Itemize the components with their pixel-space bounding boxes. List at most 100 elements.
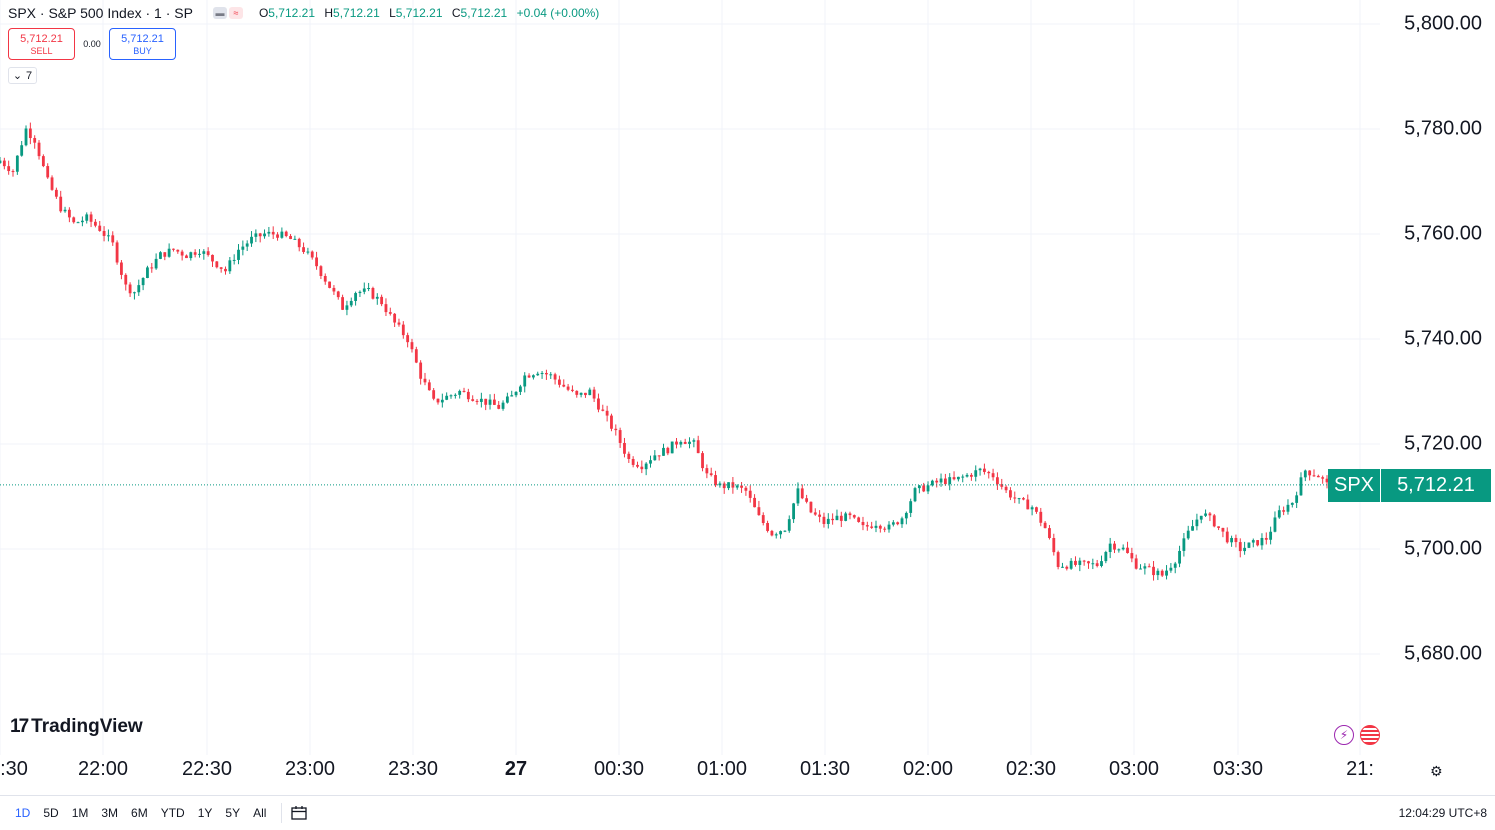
candle-body (848, 513, 852, 516)
candle-body (202, 251, 206, 254)
candle-body (735, 485, 739, 488)
candle-body (943, 478, 947, 485)
candle-body (917, 485, 921, 489)
candle-body (0, 160, 2, 164)
settings-icon[interactable]: ⚙ (1430, 763, 1443, 779)
time-axis[interactable]: :30 22:00 22:30 23:00 23:30 27 00:30 01:00 01:30… (0, 755, 1380, 783)
range-button-1y[interactable]: 1Y (197, 806, 213, 820)
lightning-icon[interactable]: ⚡ (1334, 725, 1354, 745)
last-price-badge: SPX 5,712.21 (1328, 469, 1491, 502)
candle-body (11, 171, 15, 173)
candle-body (488, 399, 492, 405)
candle-body (1030, 507, 1034, 510)
candle-body (2, 160, 6, 167)
candle-body (558, 379, 561, 385)
candle-body (831, 518, 835, 521)
candle-body (948, 477, 952, 485)
candle-body (982, 468, 986, 472)
candle-body (1238, 542, 1242, 552)
range-button-ytd[interactable]: YTD (160, 806, 185, 820)
candle-body (423, 378, 427, 383)
candle-body (393, 313, 397, 323)
candle-body (584, 392, 587, 396)
range-button-1d[interactable]: 1D (15, 806, 31, 820)
wave-icon[interactable]: ≈ (228, 7, 243, 19)
candlestick-chart[interactable] (0, 0, 1495, 795)
candle-body (319, 266, 323, 276)
candle-body (449, 395, 453, 397)
candle-body (1316, 475, 1320, 478)
candle-body (1039, 511, 1043, 523)
candle-body (1178, 550, 1181, 564)
candle-body (805, 498, 809, 502)
legend-pills: ▬ ≈ (212, 7, 245, 19)
candle-body (965, 474, 969, 477)
candle-body (211, 254, 214, 262)
candle-body (41, 156, 45, 167)
candle-body (545, 372, 548, 375)
time-axis-label: 03:30 (1212, 758, 1264, 780)
tradingview-logo[interactable]: 17 TradingView (10, 716, 143, 738)
candle-body (588, 389, 592, 396)
candle-body (280, 231, 284, 238)
candle-body (675, 441, 678, 445)
candle-body (1173, 563, 1177, 568)
candle-body (458, 390, 462, 395)
candle-body (1282, 510, 1286, 512)
sell-button[interactable]: 5,712.21 SELL (8, 28, 75, 60)
candle-body (24, 128, 28, 146)
candle-body (909, 501, 913, 513)
candle-body (1234, 537, 1238, 543)
price-axis-label: 5,760.00 (1404, 222, 1482, 245)
candle-body (1273, 517, 1277, 532)
candle-body (85, 214, 89, 221)
range-button-all[interactable]: All (253, 806, 267, 820)
candle-body (1026, 499, 1030, 510)
range-button-5d[interactable]: 5D (43, 806, 59, 820)
candle-body (705, 468, 709, 474)
time-axis-label: 00:30 (593, 758, 645, 780)
candle-body (362, 288, 366, 292)
candle-body (1277, 510, 1281, 518)
candle-body (154, 258, 158, 269)
candle-body (753, 497, 756, 508)
candle-body (1243, 547, 1247, 552)
close-value: 5,712.21 (460, 6, 508, 20)
calendar-icon[interactable] (290, 805, 308, 821)
candle-body (523, 375, 527, 387)
candle-body (46, 166, 50, 178)
indicators-collapse-button[interactable]: ⌄ 7 (8, 67, 37, 84)
buy-button[interactable]: 5,712.21 BUY (109, 28, 176, 60)
candle-body (991, 473, 995, 478)
candle-body (297, 238, 301, 248)
range-button-1m[interactable]: 1M (71, 806, 89, 820)
candle-body (857, 517, 861, 522)
price-axis[interactable]: 5,800.00 5,780.00 5,760.00 5,740.00 5,720.00… (1380, 0, 1495, 755)
range-button-5y[interactable]: 5Y (225, 806, 241, 820)
candle-body (436, 398, 440, 403)
candle-body (63, 209, 67, 212)
candle-body (935, 480, 939, 483)
candle-body (185, 255, 188, 259)
candle-body (1095, 563, 1099, 567)
us-flag-icon[interactable] (1360, 725, 1380, 745)
buy-label: BUY (133, 45, 152, 56)
candle-body (787, 519, 791, 531)
candle-body (688, 441, 691, 444)
range-button-6m[interactable]: 6M (131, 806, 148, 820)
candle-body (883, 528, 887, 530)
chart-pane[interactable] (0, 0, 1495, 795)
symbol-title[interactable]: SPX · S&P 500 Index · 1 · SP (8, 5, 193, 21)
candle-body (180, 251, 184, 256)
candle-body (562, 384, 566, 387)
candle-body (913, 488, 917, 502)
candle-body (835, 515, 839, 521)
minus-icon[interactable]: ▬ (212, 7, 227, 19)
candle-body (744, 487, 748, 491)
range-buttons: 1D 5D 1M 3M 6M YTD 1Y 5Y All (7, 801, 271, 825)
range-button-3m[interactable]: 3M (101, 806, 119, 820)
clock-timezone[interactable]: 12:04:29 UTC+8 (1398, 806, 1487, 820)
candle-body (770, 530, 774, 536)
candle-body (67, 209, 71, 218)
